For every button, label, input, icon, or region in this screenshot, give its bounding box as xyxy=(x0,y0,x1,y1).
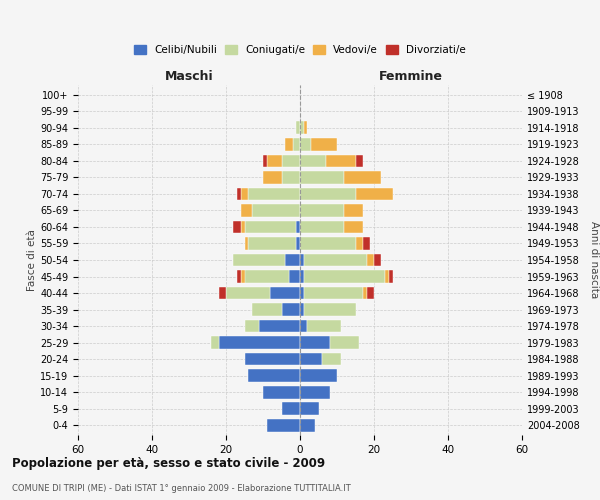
Bar xyxy=(263,171,281,184)
Text: Femmine: Femmine xyxy=(379,70,443,84)
Bar xyxy=(300,237,355,250)
Bar xyxy=(304,286,363,300)
Bar xyxy=(248,188,300,200)
Bar xyxy=(344,204,363,217)
Bar xyxy=(296,237,300,250)
Bar xyxy=(344,220,363,234)
Bar xyxy=(367,286,374,300)
Bar xyxy=(326,154,355,168)
Bar xyxy=(311,138,337,151)
Text: Popolazione per età, sesso e stato civile - 2009: Popolazione per età, sesso e stato civil… xyxy=(12,458,325,470)
Bar xyxy=(271,286,300,300)
Bar xyxy=(245,270,289,283)
Bar xyxy=(300,270,304,283)
Bar xyxy=(266,154,281,168)
Bar xyxy=(293,138,300,151)
Bar xyxy=(241,204,252,217)
Bar xyxy=(300,369,337,382)
Bar xyxy=(300,352,322,366)
Bar xyxy=(363,237,370,250)
Bar xyxy=(322,352,341,366)
Bar xyxy=(300,204,344,217)
Bar xyxy=(263,386,300,398)
Bar xyxy=(218,286,226,300)
Bar xyxy=(300,188,355,200)
Bar xyxy=(245,352,300,366)
Bar xyxy=(252,303,281,316)
Bar xyxy=(300,220,344,234)
Bar xyxy=(281,303,300,316)
Bar xyxy=(304,270,385,283)
Text: COMUNE DI TRIPI (ME) - Dati ISTAT 1° gennaio 2009 - Elaborazione TUTTITALIA.IT: COMUNE DI TRIPI (ME) - Dati ISTAT 1° gen… xyxy=(12,484,351,493)
Bar xyxy=(237,270,241,283)
Bar xyxy=(374,254,382,266)
Bar xyxy=(300,254,304,266)
Bar xyxy=(245,320,259,332)
Bar xyxy=(285,254,300,266)
Bar xyxy=(363,286,367,300)
Bar xyxy=(211,336,218,349)
Bar xyxy=(218,336,300,349)
Bar xyxy=(385,270,389,283)
Bar xyxy=(355,237,363,250)
Bar xyxy=(300,138,311,151)
Bar xyxy=(307,320,341,332)
Bar xyxy=(281,402,300,415)
Bar xyxy=(300,122,304,134)
Bar xyxy=(241,188,248,200)
Bar xyxy=(367,254,374,266)
Bar xyxy=(300,286,304,300)
Bar xyxy=(300,386,329,398)
Bar xyxy=(300,320,307,332)
Bar xyxy=(300,154,326,168)
Bar xyxy=(281,171,300,184)
Bar xyxy=(296,220,300,234)
Bar xyxy=(304,303,355,316)
Bar xyxy=(296,122,300,134)
Bar xyxy=(252,204,300,217)
Bar xyxy=(300,336,329,349)
Bar xyxy=(355,188,392,200)
Bar xyxy=(237,188,241,200)
Bar xyxy=(245,220,296,234)
Text: Maschi: Maschi xyxy=(164,70,214,84)
Bar xyxy=(289,270,300,283)
Bar xyxy=(355,154,363,168)
Bar xyxy=(233,220,241,234)
Bar xyxy=(248,237,296,250)
Bar xyxy=(233,254,285,266)
Bar xyxy=(281,154,300,168)
Bar xyxy=(304,122,307,134)
Y-axis label: Fasce di età: Fasce di età xyxy=(27,229,37,291)
Bar xyxy=(300,418,315,432)
Bar xyxy=(329,336,359,349)
Bar xyxy=(259,320,300,332)
Bar xyxy=(241,220,245,234)
Bar xyxy=(300,171,344,184)
Legend: Celibi/Nubili, Coniugati/e, Vedovi/e, Divorziati/e: Celibi/Nubili, Coniugati/e, Vedovi/e, Di… xyxy=(130,41,470,60)
Bar xyxy=(344,171,382,184)
Bar xyxy=(245,237,248,250)
Bar xyxy=(300,303,304,316)
Y-axis label: Anni di nascita: Anni di nascita xyxy=(589,222,599,298)
Bar xyxy=(300,402,319,415)
Bar xyxy=(304,254,367,266)
Bar xyxy=(389,270,392,283)
Bar xyxy=(248,369,300,382)
Bar xyxy=(226,286,271,300)
Bar xyxy=(241,270,245,283)
Bar xyxy=(266,418,300,432)
Bar xyxy=(263,154,266,168)
Bar xyxy=(285,138,293,151)
